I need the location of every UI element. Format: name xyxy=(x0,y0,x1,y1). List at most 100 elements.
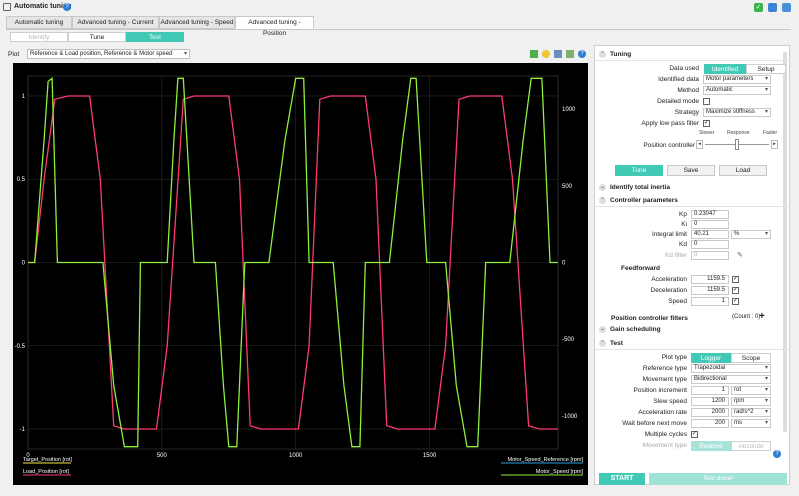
detailed-mode-checkbox[interactable] xyxy=(703,98,710,105)
tab-advanced-position[interactable]: Advanced tuning - Position xyxy=(235,16,314,37)
chart-icon[interactable] xyxy=(530,50,538,58)
app-title: Automatic tuning xyxy=(14,3,72,10)
section-test-label: Test xyxy=(610,340,623,348)
save-button[interactable]: Save xyxy=(667,165,715,176)
slider-left-button[interactable]: ◂ xyxy=(696,140,703,149)
speed-ff-input[interactable]: 1 xyxy=(691,297,729,306)
check-icon[interactable]: ✓ xyxy=(754,3,763,12)
lpf-checkbox[interactable]: ✓ xyxy=(703,120,710,127)
light-icon[interactable] xyxy=(542,50,550,58)
deceleration-checkbox[interactable]: ✓ xyxy=(732,287,739,294)
identified-data-select[interactable]: Motor parameters xyxy=(703,75,771,84)
integral-unit-select[interactable]: % xyxy=(731,230,771,239)
tab-advanced-current[interactable]: Advanced tuning - Current xyxy=(72,16,159,29)
data-used-label: Data used xyxy=(669,65,699,72)
slew-speed-input[interactable]: 1200 xyxy=(691,397,729,406)
section-gain-scheduling[interactable]: ⌄ Gain scheduling xyxy=(599,326,661,333)
method-select[interactable]: Automatic xyxy=(703,86,771,95)
y-right-tick-label: 500 xyxy=(562,184,573,190)
mode-tune[interactable]: Tune xyxy=(68,32,126,42)
acceleration-rate-unit[interactable]: rad/s^2 xyxy=(731,408,771,417)
plot-help-icon[interactable]: ? xyxy=(578,50,586,58)
section-tuning-label: Tuning xyxy=(610,51,632,59)
copy-icon[interactable] xyxy=(566,50,574,58)
status-bar: Test done! xyxy=(649,473,787,485)
panel-scrollbar[interactable] xyxy=(783,52,787,432)
section-identify-inertia[interactable]: ⌄ Identify total inertia xyxy=(599,184,670,191)
export-icon[interactable] xyxy=(782,3,791,12)
mode-identify[interactable]: Identify xyxy=(10,32,68,42)
tab-advanced-speed[interactable]: Advanced tuning - Speed xyxy=(159,16,235,29)
wait-input[interactable]: 200 xyxy=(691,419,729,428)
reference-type-label: Reference type xyxy=(642,365,687,372)
section-test[interactable]: ⌃ Test xyxy=(599,340,623,347)
tab-automatic-tuning[interactable]: Automatic tuning xyxy=(6,16,72,29)
acceleration-label: Acceleration xyxy=(651,276,687,283)
legend-right-entry: Motor_Speed_Reference [rpm] xyxy=(507,457,583,463)
feedforward-label: Feedforward xyxy=(621,265,661,272)
legend-right-entry: Motor_Speed [rpm] xyxy=(536,469,584,475)
kd-filter-input[interactable]: 0 xyxy=(691,251,729,260)
movement-type-select[interactable]: Bidirectional xyxy=(691,375,771,384)
response-slider-thumb[interactable] xyxy=(735,139,739,150)
slew-speed-label: Slew speed xyxy=(653,398,687,405)
strategy-select[interactable]: Maximize stiffness xyxy=(703,108,771,117)
kp-input[interactable]: 0.23047 xyxy=(691,210,729,219)
acceleration-rate-input[interactable]: 2000 xyxy=(691,408,729,417)
deceleration-input[interactable]: 1159.5 xyxy=(691,286,729,295)
y-right-tick-label: -500 xyxy=(562,337,575,343)
slider-right-button[interactable]: ▸ xyxy=(771,140,778,149)
tab-divider xyxy=(6,29,791,30)
movement-relative[interactable]: Relative xyxy=(691,441,731,451)
section-controller[interactable]: ⌃ Controller parameters xyxy=(599,197,678,204)
reference-type-select[interactable]: Trapezoidal xyxy=(691,364,771,373)
acceleration-checkbox[interactable]: ✓ xyxy=(732,276,739,283)
slew-speed-unit[interactable]: rpm xyxy=(731,397,771,406)
plot-area[interactable]: 0 500 1000 1500 1 0.5 0 -0.5 -1 1000 500 0 -500 -1000… xyxy=(13,63,588,485)
movement-absolute[interactable]: Absolute xyxy=(731,441,771,451)
collapse-icon: ⌃ xyxy=(599,51,606,58)
ki-input[interactable]: 0 xyxy=(691,220,729,229)
y-right-tick-label: -1000 xyxy=(562,414,578,420)
speed-ff-label: Speed xyxy=(668,298,687,305)
tune-button[interactable]: Tune xyxy=(615,165,663,176)
position-increment-input[interactable]: 1 xyxy=(691,386,729,395)
plot-type-scope[interactable]: Scope xyxy=(731,353,771,363)
chart: 0 500 1000 1500 1 0.5 0 -0.5 -1 1000 500 0 -500 -1000… xyxy=(15,75,584,476)
mode-test[interactable]: Test xyxy=(126,32,184,42)
data-used-identified[interactable]: Identified xyxy=(704,64,746,74)
panel-help-icon[interactable]: ? xyxy=(773,450,781,458)
slider-label-response: Response xyxy=(727,130,750,136)
y-left-tick-label: 0.5 xyxy=(17,177,26,183)
speed-ff-checkbox[interactable]: ✓ xyxy=(732,298,739,305)
plot-type-logger[interactable]: Logger xyxy=(691,353,731,363)
start-button[interactable]: START xyxy=(599,473,645,485)
integral-limit-input[interactable]: 40.21 xyxy=(691,230,729,239)
wait-label: Wait before next move xyxy=(622,420,687,427)
kd-filter-label: Kd filter xyxy=(664,252,687,259)
filters-count: (Count : 0) xyxy=(732,314,761,320)
section-tuning[interactable]: ⌃ Tuning xyxy=(599,51,631,58)
edit-icon[interactable]: ✎ xyxy=(737,252,743,259)
help-icon[interactable]: ? xyxy=(63,3,71,11)
kd-input[interactable]: 0 xyxy=(691,240,729,249)
multiple-cycles-checkbox[interactable]: ✓ xyxy=(691,431,698,438)
position-increment-unit[interactable]: rot xyxy=(731,386,771,395)
legend-left-entry: Target_Position [rot] xyxy=(23,457,72,463)
y-right-tick-label: 1000 xyxy=(562,107,576,113)
strategy-label: Strategy xyxy=(674,109,699,116)
add-filter-icon[interactable]: + xyxy=(759,311,765,322)
y-left-tick-label: -0.5 xyxy=(15,344,26,350)
data-used-setup[interactable]: Setup xyxy=(746,64,786,74)
wait-unit[interactable]: ms xyxy=(731,419,771,428)
acceleration-input[interactable]: 1159.5 xyxy=(691,275,729,284)
load-button[interactable]: Load xyxy=(719,165,767,176)
save-icon[interactable] xyxy=(554,50,562,58)
refresh-icon[interactable] xyxy=(768,3,777,12)
x-tick-label: 500 xyxy=(157,453,168,459)
series-motor-speed-line xyxy=(28,77,558,448)
integral-limit-label: Integral limit xyxy=(651,231,687,238)
plot-select[interactable]: Reference & Load position, Reference & M… xyxy=(27,49,190,59)
mode-selector: Identify Tune Test xyxy=(10,32,190,43)
settings-panel: ⌃ Tuning Data used Identified Setup Ident… xyxy=(594,45,790,485)
